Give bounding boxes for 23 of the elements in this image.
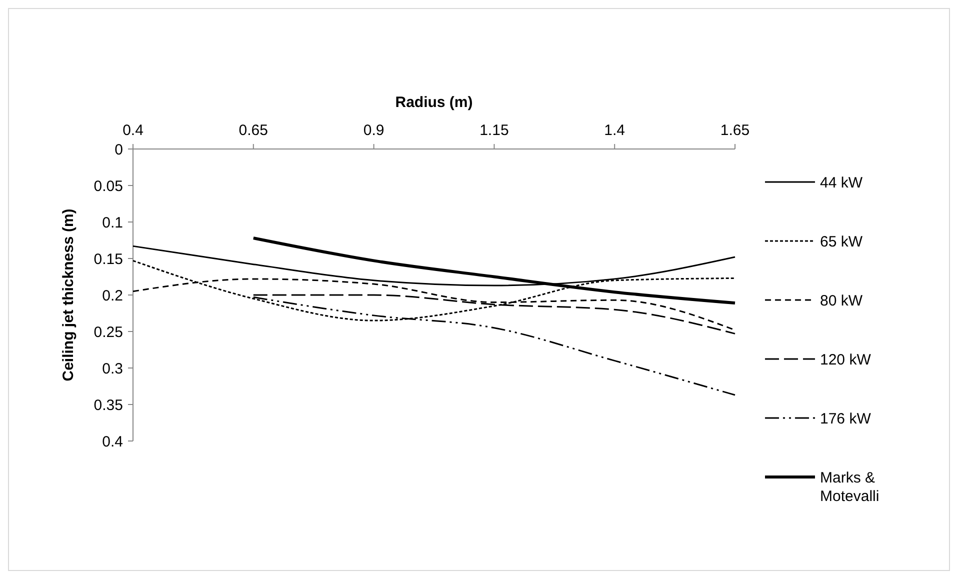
legend-label: 176 kW xyxy=(820,410,872,428)
y-tick-label: 0.4 xyxy=(102,433,123,450)
legend-label: 44 kW xyxy=(820,174,864,192)
x-tick-label: 1.65 xyxy=(720,122,750,139)
y-tick-label: 0.15 xyxy=(94,250,123,268)
y-tick-label: 0.3 xyxy=(102,360,123,378)
x-tick-label: 0.65 xyxy=(238,122,268,139)
x-axis-title: Radius (m) xyxy=(395,94,473,111)
legend-label: 65 kW xyxy=(820,233,864,250)
legend-label: 120 kW xyxy=(820,351,872,368)
y-tick-label: 0 xyxy=(114,141,123,158)
legend-label: Marks & Motevalli xyxy=(820,469,880,505)
y-tick-label: 0.35 xyxy=(94,396,123,414)
x-tick-label: 0.9 xyxy=(363,122,384,139)
y-tick-label: 0.05 xyxy=(94,178,123,195)
y-axis-title: Ceiling jet thickness (m) xyxy=(60,208,77,382)
x-tick-label: 0.4 xyxy=(122,122,144,139)
x-tick-label: 1.15 xyxy=(480,122,509,139)
y-tick-label: 0.2 xyxy=(102,287,123,304)
x-tick-label: 1.4 xyxy=(604,122,626,139)
legend-label: 80 kW xyxy=(820,292,864,310)
y-tick-label: 0.1 xyxy=(102,214,123,232)
y-tick-label: 0.25 xyxy=(94,324,123,341)
